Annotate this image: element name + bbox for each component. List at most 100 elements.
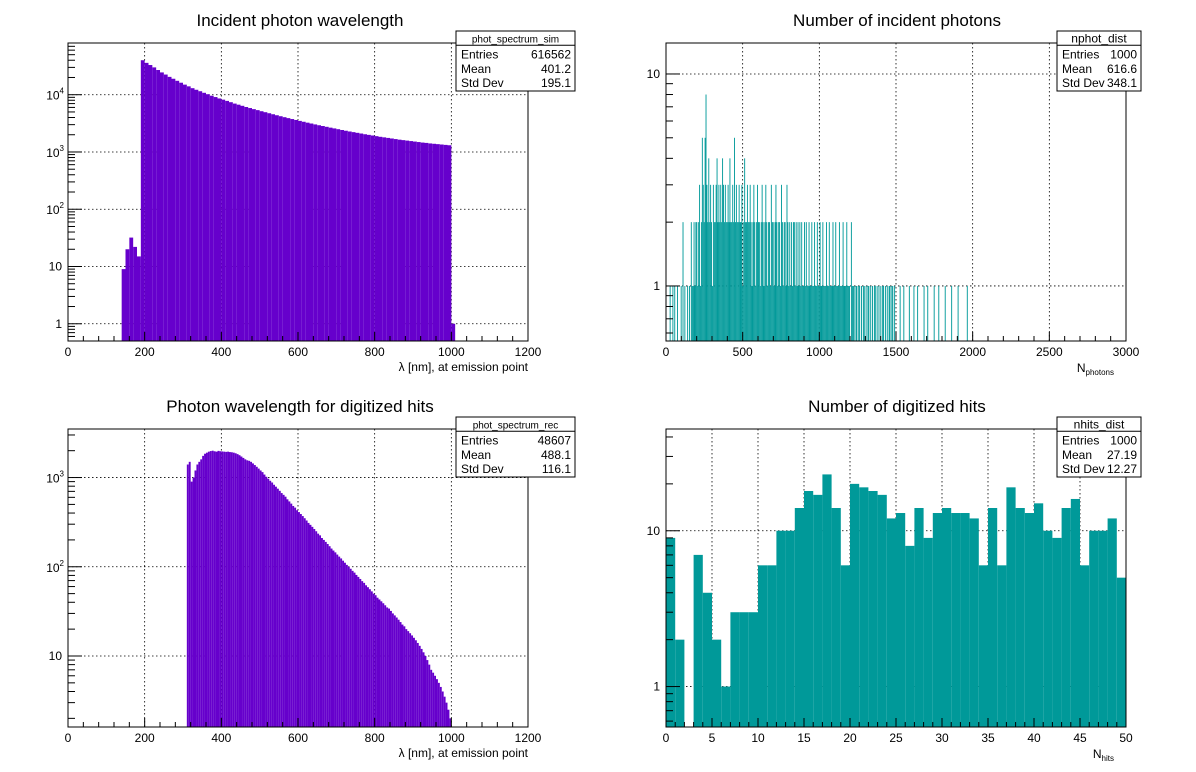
histogram-bar [721, 222, 723, 341]
stats-box: phot_spectrum_rec Entries 48607 Mean 488.1 St… [455, 416, 576, 478]
histogram-bar [196, 464, 199, 727]
histogram-bar [720, 184, 722, 341]
x-tick-label: 1200 [515, 731, 542, 745]
histogram-bar [194, 89, 199, 341]
histogram-bar [294, 119, 298, 341]
histogram-bar [809, 285, 811, 341]
histogram-bar [870, 285, 872, 341]
histogram-bar [1006, 487, 1016, 727]
histogram-bar [340, 129, 344, 341]
histogram-bar [745, 222, 747, 341]
histogram-bar [1089, 530, 1099, 727]
histogram-bar [780, 285, 781, 341]
stats-value: 488.1 [541, 448, 571, 462]
histogram-bar [706, 184, 708, 341]
y-axis [68, 42, 82, 342]
histogram-bar [414, 640, 417, 727]
histogram-bar [855, 285, 857, 341]
histogram-bar [773, 285, 775, 341]
histogram-bar [242, 457, 245, 727]
histogram-bar [198, 461, 201, 727]
histogram-bar [255, 110, 260, 342]
y-tick-label: 103 [46, 144, 64, 160]
histogram-bar [739, 222, 741, 341]
histogram-bar [167, 76, 172, 342]
histogram-bar [317, 125, 321, 342]
x-axis [67, 332, 529, 341]
histogram-bar [779, 222, 781, 341]
histogram-bar [198, 91, 203, 341]
histogram-bar [715, 184, 717, 341]
histogram-bar [390, 138, 394, 341]
histogram-bar [877, 494, 887, 727]
histogram-bar [230, 452, 233, 727]
histogram-bar [997, 565, 1007, 727]
histogram-bar [309, 524, 312, 727]
histogram-bar [361, 581, 364, 727]
histogram-bar [292, 505, 295, 727]
x-tick-label: 1000 [438, 345, 465, 359]
histogram-bar [388, 608, 390, 727]
histogram-bar [707, 222, 709, 341]
y-tick-label: 103 [46, 470, 64, 486]
histogram-bar [326, 543, 329, 727]
histogram-bar [267, 113, 272, 341]
histogram-bar [781, 222, 783, 341]
histogram-bar [282, 494, 285, 727]
histogram-bar [978, 565, 988, 727]
histogram-bar [748, 222, 750, 341]
histogram-bar [422, 652, 425, 727]
histogram-bar [278, 490, 281, 727]
stats-value: 195.1 [541, 76, 571, 90]
histogram-bar [424, 142, 429, 341]
histogram-bar [403, 626, 406, 727]
histogram-bar [240, 456, 243, 727]
histogram-bar [903, 285, 905, 341]
histogram-bar [845, 285, 847, 341]
histogram-bar [803, 285, 804, 341]
histogram-bar [370, 591, 373, 727]
histogram-bar [813, 285, 815, 341]
histogram-bar [851, 285, 853, 341]
y-tick-label: 10 [647, 67, 661, 81]
histogram-bar [799, 222, 801, 341]
histogram-bar [319, 535, 321, 727]
histogram-bar [784, 222, 786, 341]
histogram-bar [828, 222, 830, 341]
histogram-bar [229, 452, 231, 727]
histogram-bar [690, 222, 692, 341]
histogram-bar [269, 480, 272, 727]
chart-title: Incident photon wavelength [197, 11, 404, 30]
histogram-bar [932, 513, 942, 727]
histogram-bar [889, 285, 891, 341]
histogram-bar [443, 696, 446, 727]
histogram-bar [810, 285, 812, 341]
histogram-bar [443, 144, 448, 341]
histogram-bar [703, 222, 705, 341]
histogram-bar [769, 222, 770, 341]
histogram-bar [988, 507, 998, 727]
histogram-bar [712, 184, 714, 341]
histogram-bar [382, 137, 387, 341]
histogram-bar [221, 99, 226, 341]
stats-label: Entries [461, 434, 498, 448]
histogram-bar [778, 222, 780, 341]
x-tick-label: 200 [135, 731, 155, 745]
histogram-bar [716, 158, 718, 341]
histogram-bar [694, 285, 696, 341]
x-tick-label: 45 [1073, 731, 1087, 745]
histogram-bar [447, 709, 450, 727]
histogram-bar [826, 222, 827, 341]
histogram-bar [192, 477, 195, 727]
histogram-bar [359, 578, 362, 727]
histogram-bar [913, 285, 915, 341]
histogram-bar [202, 455, 205, 727]
histogram-bar [1034, 503, 1044, 727]
stats-box-name: phot_spectrum_rec [473, 421, 559, 432]
histogram-bar [772, 222, 774, 341]
histogram-bar [227, 451, 229, 727]
histogram-bar [731, 222, 733, 341]
histogram-bar [758, 222, 759, 341]
histogram-bar [363, 134, 367, 341]
